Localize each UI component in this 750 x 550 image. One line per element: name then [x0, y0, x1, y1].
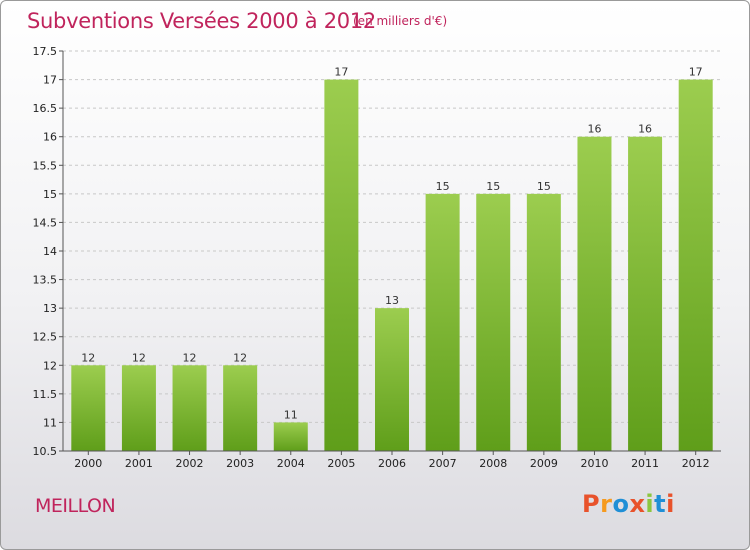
y-tick-label: 12 [43, 359, 57, 372]
logo-letter: t [654, 490, 667, 518]
x-tick-label-2000: 2000 [74, 457, 102, 470]
y-tick-label: 16 [43, 131, 57, 144]
bar-2003 [223, 365, 258, 451]
x-tick-label-2010: 2010 [580, 457, 608, 470]
bar-2004 [273, 422, 308, 451]
logo-letter: i [645, 490, 655, 518]
x-tick-label-2012: 2012 [682, 457, 710, 470]
logo-letter: o [612, 490, 630, 518]
x-tick-label-2007: 2007 [429, 457, 457, 470]
y-tick-label: 16.5 [33, 102, 58, 115]
y-tick-label: 15.5 [33, 159, 58, 172]
x-tick-label-2001: 2001 [125, 457, 153, 470]
value-label-2002: 12 [183, 351, 197, 364]
value-label-2012: 17 [689, 66, 703, 79]
value-label-2005: 17 [334, 66, 348, 79]
bar-2010 [577, 136, 612, 451]
x-tick-label-2006: 2006 [378, 457, 406, 470]
axes: 10.5 11 11.5 12 12.5 13 13.5 14 14.5 15 15.5 16 16.5… [33, 45, 721, 470]
x-tick-label-2011: 2011 [631, 457, 659, 470]
proxiti-logo[interactable]: Proxiti [582, 490, 675, 518]
value-label-2008: 15 [486, 180, 500, 193]
value-label-2010: 16 [587, 123, 601, 136]
y-tick-label: 12.5 [33, 331, 58, 344]
bar-2001 [121, 365, 156, 451]
x-tick-label-2008: 2008 [479, 457, 507, 470]
y-tick-label: 11.5 [33, 388, 58, 401]
bar-2002 [172, 365, 207, 451]
bar-2006 [375, 308, 409, 451]
y-tick-label: 17.5 [33, 45, 58, 58]
bars: 12 12 12 12 11 17 13 15 15 15 16 16 17 [71, 66, 713, 452]
bar-2007 [425, 193, 460, 451]
x-tick-label-2005: 2005 [327, 457, 355, 470]
bar-2005 [324, 79, 359, 452]
value-label-2006: 13 [385, 294, 399, 307]
x-tick-label-2002: 2002 [176, 457, 204, 470]
value-label-2001: 12 [132, 351, 146, 364]
commune-name: MEILLON [35, 495, 116, 517]
x-tick-label-2003: 2003 [226, 457, 254, 470]
y-tick-label: 10.5 [33, 445, 58, 458]
x-tick-label-2004: 2004 [277, 457, 305, 470]
y-tick-label: 14.5 [33, 216, 58, 229]
value-label-2003: 12 [233, 351, 247, 364]
y-tick-label: 15 [43, 188, 57, 201]
y-tick-label: 14 [43, 245, 57, 258]
bar-2009 [526, 193, 561, 451]
bar-2000 [71, 365, 106, 451]
y-tick-label: 13 [43, 302, 57, 315]
value-label-2000: 12 [81, 351, 95, 364]
logo-letter: i [666, 490, 675, 518]
value-label-2004: 11 [284, 408, 298, 421]
x-tick-label-2009: 2009 [530, 457, 558, 470]
bar-2008 [476, 193, 511, 451]
value-label-2007: 15 [436, 180, 450, 193]
logo-letter: r [600, 490, 613, 518]
chart-subtitle: (en milliers d'€) [353, 14, 448, 28]
logo-letter: x [629, 490, 646, 518]
y-tick-label: 11 [43, 416, 57, 429]
bar-2011 [628, 136, 663, 451]
value-label-2011: 16 [638, 123, 652, 136]
y-tick-label: 13.5 [33, 274, 58, 287]
value-label-2009: 15 [537, 180, 551, 193]
chart-title: Subventions Versées 2000 à 2012 [27, 9, 376, 33]
bar-2012 [678, 79, 713, 452]
y-tick-label: 17 [43, 74, 57, 87]
logo-letter: P [582, 490, 601, 518]
